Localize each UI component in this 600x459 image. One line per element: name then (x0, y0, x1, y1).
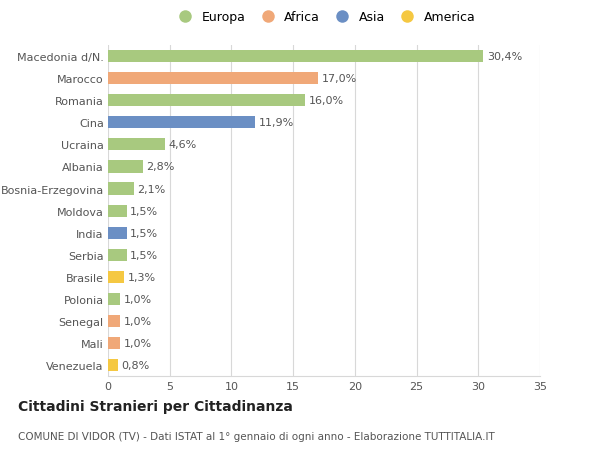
Bar (108, 227, 127, 239)
Bar (108, 73, 318, 85)
Bar (108, 315, 121, 327)
Text: 17,0%: 17,0% (322, 74, 357, 84)
Bar (108, 249, 127, 261)
Text: 16,0%: 16,0% (309, 96, 344, 106)
Text: COMUNE DI VIDOR (TV) - Dati ISTAT al 1° gennaio di ogni anno - Elaborazione TUTT: COMUNE DI VIDOR (TV) - Dati ISTAT al 1° … (18, 431, 495, 442)
Text: 4,6%: 4,6% (169, 140, 197, 150)
Text: Cittadini Stranieri per Cittadinanza: Cittadini Stranieri per Cittadinanza (18, 399, 293, 413)
Text: 1,0%: 1,0% (124, 294, 152, 304)
Bar (108, 205, 127, 217)
Bar (108, 51, 483, 63)
Text: 1,5%: 1,5% (130, 250, 158, 260)
Text: 30,4%: 30,4% (487, 52, 522, 62)
Text: 1,5%: 1,5% (130, 228, 158, 238)
Text: 1,5%: 1,5% (130, 206, 158, 216)
Bar (108, 359, 118, 371)
Bar (108, 271, 124, 283)
Text: 2,8%: 2,8% (146, 162, 175, 172)
Bar (108, 337, 121, 349)
Bar (108, 293, 121, 305)
Text: 1,3%: 1,3% (128, 272, 156, 282)
Bar (108, 117, 255, 129)
Text: 0,8%: 0,8% (122, 360, 150, 370)
Bar (108, 183, 134, 195)
Bar (108, 95, 305, 107)
Text: 11,9%: 11,9% (259, 118, 294, 128)
Text: 1,0%: 1,0% (124, 316, 152, 326)
Bar (108, 139, 165, 151)
Text: 2,1%: 2,1% (137, 184, 166, 194)
Legend: Europa, Africa, Asia, America: Europa, Africa, Asia, America (167, 6, 481, 29)
Text: 1,0%: 1,0% (124, 338, 152, 348)
Bar (108, 161, 143, 173)
